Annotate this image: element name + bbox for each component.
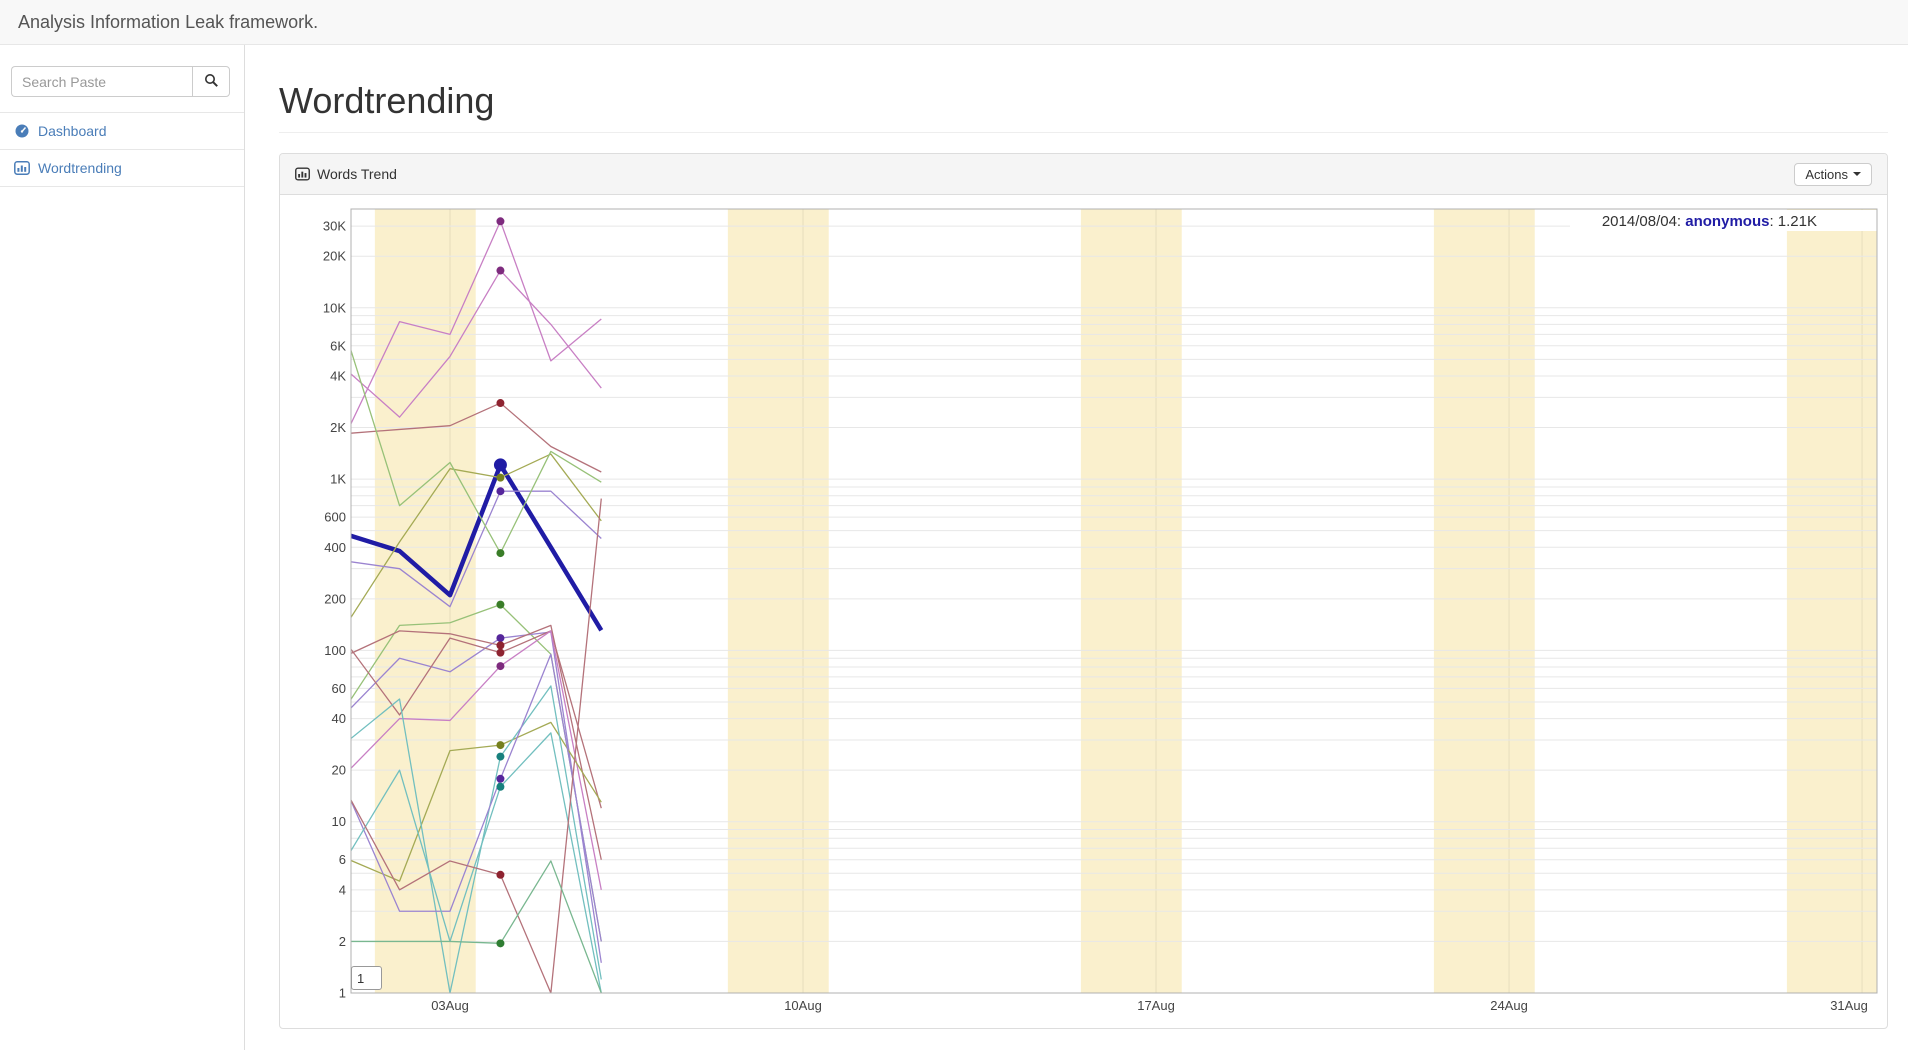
- svg-text:10: 10: [332, 814, 346, 829]
- svg-text:4K: 4K: [330, 368, 346, 383]
- svg-text:1: 1: [339, 986, 346, 1001]
- bar-chart-icon: [14, 161, 30, 175]
- chevron-down-icon: [1853, 172, 1861, 176]
- dashboard-gauge-icon: [14, 124, 30, 138]
- sidebar-item-dashboard[interactable]: Dashboard: [0, 113, 244, 150]
- svg-text:60: 60: [332, 681, 346, 696]
- sidebar-item-wordtrending[interactable]: Wordtrending: [0, 150, 244, 187]
- sidebar-item-label: Dashboard: [38, 123, 107, 139]
- svg-text:2K: 2K: [330, 420, 346, 435]
- search-input[interactable]: [11, 66, 192, 97]
- panel-title: Words Trend: [317, 166, 397, 182]
- svg-text:4: 4: [339, 882, 346, 897]
- actions-dropdown-button[interactable]: Actions: [1794, 162, 1872, 186]
- svg-text:03Aug: 03Aug: [431, 998, 469, 1013]
- svg-text:10K: 10K: [323, 300, 346, 315]
- svg-text:17Aug: 17Aug: [1137, 998, 1175, 1013]
- svg-text:20K: 20K: [323, 249, 346, 264]
- sidebar-nav: Dashboard Wordtrending: [0, 112, 244, 187]
- svg-text:6: 6: [339, 852, 346, 867]
- svg-text:1K: 1K: [330, 472, 346, 487]
- main-content: Wordtrending Words Trend Actions 30K 20K 1…: [245, 79, 1908, 1029]
- svg-text:20: 20: [332, 763, 346, 778]
- panel-heading: Words Trend Actions: [280, 154, 1887, 195]
- svg-text:100: 100: [324, 643, 346, 658]
- page-header: Wordtrending: [279, 79, 1888, 133]
- svg-text:10Aug: 10Aug: [784, 998, 822, 1013]
- page-title: Wordtrending: [279, 80, 495, 121]
- svg-text:30K: 30K: [323, 219, 346, 234]
- app-brand: Analysis Information Leak framework.: [18, 11, 319, 32]
- paste-search-group: [11, 66, 230, 97]
- svg-text:200: 200: [324, 591, 346, 606]
- search-button[interactable]: [192, 66, 230, 97]
- svg-text:24Aug: 24Aug: [1490, 998, 1528, 1013]
- sidebar: Dashboard Wordtrending: [0, 45, 245, 1050]
- words-trend-panel: Words Trend Actions 30K 20K 10K 6K 4K 2K 1K 600…: [279, 153, 1888, 1029]
- search-icon: [204, 73, 219, 91]
- sidebar-item-label: Wordtrending: [38, 160, 122, 176]
- svg-text:40: 40: [332, 711, 346, 726]
- svg-text:31Aug: 31Aug: [1830, 998, 1868, 1013]
- svg-text:2: 2: [339, 934, 346, 949]
- svg-text:600: 600: [324, 510, 346, 525]
- actions-label: Actions: [1805, 166, 1848, 182]
- chart-area: 30K 20K 10K 6K 4K 2K 1K 600 400 200 100 60 40 20 10 6 4 2…: [280, 195, 1887, 1028]
- bar-chart-icon: [295, 167, 310, 181]
- y-axis-zoom-input[interactable]: [351, 966, 382, 990]
- svg-text:400: 400: [324, 540, 346, 555]
- words-trend-chart[interactable]: 30K 20K 10K 6K 4K 2K 1K 600 400 200 100 60 40 20 10 6 4 2…: [280, 195, 1887, 1028]
- svg-text:2014/08/04: anonymous: 1.21K: 2014/08/04: anonymous: 1.21K: [1602, 213, 1817, 230]
- top-navbar: Analysis Information Leak framework.: [0, 0, 1908, 45]
- svg-text:6K: 6K: [330, 338, 346, 353]
